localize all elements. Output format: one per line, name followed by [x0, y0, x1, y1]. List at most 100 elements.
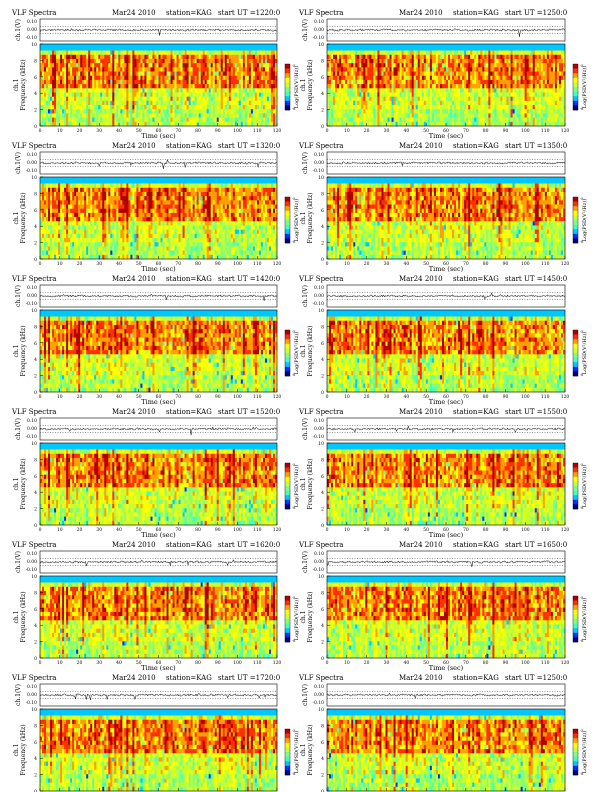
spectrogram-cell	[66, 200, 68, 204]
spectrogram-cell	[398, 84, 400, 88]
spectrogram-cell	[66, 51, 68, 55]
spectrogram-cell	[213, 97, 215, 101]
spectrogram-cell	[347, 118, 349, 122]
spectrogram-cell	[54, 192, 56, 196]
spectrogram-cell	[375, 92, 377, 96]
spectrogram-cell	[404, 84, 406, 88]
spectrogram-cell	[140, 80, 142, 84]
spectrogram-cell	[112, 118, 114, 122]
spectrogram-cell	[553, 55, 555, 59]
spectrogram-cell	[169, 51, 171, 55]
spectrogram-cell	[267, 76, 269, 80]
spectrogram-cell	[183, 84, 185, 88]
spectrogram-cell	[432, 59, 434, 63]
spectrogram-cell	[150, 59, 152, 63]
spectrogram-cell	[92, 192, 94, 196]
spectrogram-cell	[76, 192, 78, 196]
spectrogram-cell	[116, 113, 118, 117]
spectrogram-cell	[496, 122, 498, 126]
spectrogram-cell	[88, 209, 90, 213]
spectrogram-cell	[56, 242, 58, 246]
spectrogram-cell	[191, 105, 193, 109]
spectrogram-cell	[207, 80, 209, 84]
spectrogram-cell	[484, 101, 486, 105]
spectrogram-cell	[221, 84, 223, 88]
spectrogram-cell	[58, 72, 60, 76]
spectrogram-cell	[434, 118, 436, 122]
time-tick-label: 10	[57, 128, 63, 134]
spectrogram-cell	[179, 88, 181, 92]
spectrogram-cell	[128, 97, 130, 101]
spectrogram-cell	[235, 122, 237, 126]
spectrogram-cell	[140, 76, 142, 80]
spectrogram-cell	[46, 234, 48, 238]
spectrogram-cell	[191, 109, 193, 113]
spectrogram-cell	[392, 113, 394, 117]
spectrogram-cell	[551, 80, 553, 84]
spectrogram-cell	[255, 72, 257, 76]
spectrogram-cell	[199, 76, 201, 80]
spectrogram-cell	[72, 63, 74, 67]
spectrogram-cell	[375, 88, 377, 92]
spectrogram-cell	[195, 55, 197, 59]
spectrogram-cell	[509, 76, 511, 80]
spectrogram-cell	[394, 122, 396, 126]
spectrogram-cell	[169, 92, 171, 96]
spectrogram-cell	[381, 101, 383, 105]
spectrogram-cell	[76, 200, 78, 204]
spectrogram-cell	[84, 118, 86, 122]
spectrogram-cell	[329, 63, 331, 67]
spectrogram-top-band	[327, 44, 565, 51]
spectrogram-cell	[273, 113, 275, 117]
spectrogram-cell	[203, 63, 205, 67]
spectrogram-cell	[414, 84, 416, 88]
spectrogram-cell	[40, 200, 42, 204]
spectrogram-cell	[44, 217, 46, 221]
spectrogram-cell	[513, 122, 515, 126]
spectrogram-cell	[116, 84, 118, 88]
spectrogram-cell	[48, 92, 50, 96]
spectrogram-cell	[213, 59, 215, 63]
spectrogram-cell	[209, 55, 211, 59]
spectrogram-cell	[243, 92, 245, 96]
spectrogram-cell	[460, 84, 462, 88]
spectrogram-cell	[148, 105, 150, 109]
spectrogram-cell	[488, 97, 490, 101]
spectrogram-cell	[88, 105, 90, 109]
spectrogram-cell	[521, 59, 523, 63]
spectrogram-cell	[398, 67, 400, 71]
spectrogram-cell	[150, 72, 152, 76]
spectrogram-cell	[92, 51, 94, 55]
spectrogram-cell	[223, 55, 225, 59]
spectrogram-cell	[86, 209, 88, 213]
spectrogram-cell	[498, 118, 500, 122]
spectrogram-cell	[48, 109, 50, 113]
spectrogram-cell	[146, 88, 148, 92]
frequency-tick-label: 6	[34, 75, 37, 81]
spectrogram-cell	[90, 234, 92, 238]
spectrogram-cell	[134, 92, 136, 96]
spectrogram-cell	[92, 234, 94, 238]
spectrogram-cell	[444, 84, 446, 88]
spectrogram-cell	[150, 113, 152, 117]
spectrogram-cell	[267, 63, 269, 67]
spectrogram-cell	[511, 72, 513, 76]
spectrogram-cell	[58, 246, 60, 250]
spectrogram-cell	[92, 217, 94, 221]
spectrogram-cell	[462, 92, 464, 96]
spectrogram-cell	[42, 84, 44, 88]
spectrogram-cell	[351, 67, 353, 71]
spectrogram-cell	[96, 217, 98, 221]
spectrogram-cell	[136, 118, 138, 122]
spectrogram-cell	[52, 84, 54, 88]
spectrogram-cell	[187, 63, 189, 67]
spectrogram-cell	[88, 213, 90, 217]
spectrogram-cell	[438, 105, 440, 109]
spectrogram-cell	[102, 238, 104, 242]
spectrogram-cell	[42, 234, 44, 238]
spectrogram-cell	[76, 225, 78, 229]
spectrogram-cell	[255, 84, 257, 88]
spectrogram-cell	[62, 238, 64, 242]
spectrogram-cell	[531, 113, 533, 117]
time-tick-label: 120	[273, 128, 282, 134]
